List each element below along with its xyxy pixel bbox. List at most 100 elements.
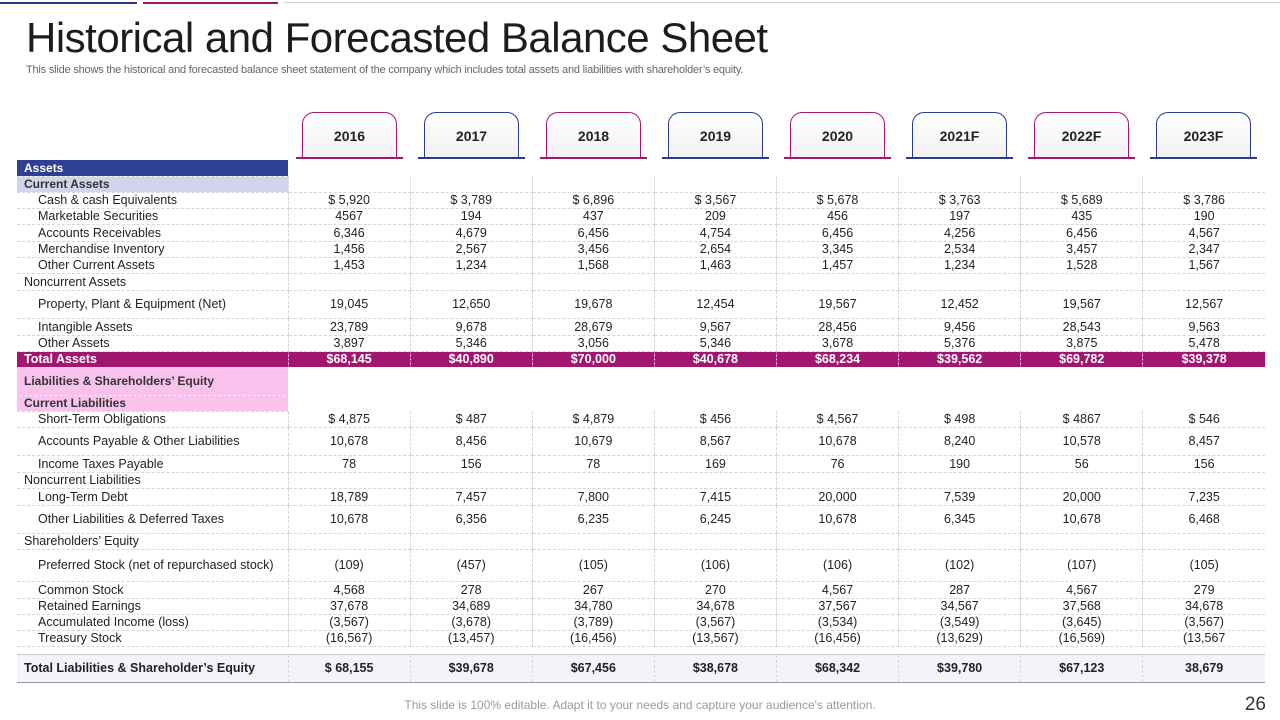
value-cell: (3,645) [1020, 614, 1143, 631]
section-row: Shareholders’ Equity [17, 533, 1265, 550]
year-tab: 2021F [912, 112, 1007, 159]
value-cell: 78 [531, 455, 655, 473]
section-label: Noncurrent Assets [17, 273, 289, 291]
value-cell: (13,457) [409, 630, 533, 647]
value-cell: 23,789 [287, 318, 411, 336]
value-cell: 34,689 [409, 598, 533, 615]
total-liabilities-row: Total Liabilities & Shareholder’s Equity… [17, 654, 1265, 683]
value-cell: 5,376 [898, 335, 1021, 352]
value-cell: 3,678 [775, 335, 899, 352]
value-cell: $69,782 [1020, 351, 1143, 367]
value-cell: 10,678 [287, 427, 411, 456]
value-cell: 6,456 [775, 224, 899, 242]
value-cell: 1,457 [775, 257, 899, 274]
value-cell: $68,342 [775, 654, 899, 683]
value-cell: (16,567) [287, 630, 411, 647]
value-cell: 28,543 [1020, 318, 1143, 336]
value-cell: 10,678 [775, 427, 899, 456]
value-cell: (457) [409, 549, 533, 582]
value-cell: 12,567 [1142, 290, 1265, 319]
table-row: Retained Earnings 37,678 34,689 34,780 34,67… [17, 598, 1265, 615]
value-cell: 34,567 [898, 598, 1021, 615]
table-row: Short-Term Obligations $ 4,875 $ 487 $ 4,87… [17, 411, 1265, 428]
value-cell: (16,456) [531, 630, 655, 647]
value-cell: $ 4,879 [531, 411, 655, 428]
value-cell: 12,452 [898, 290, 1021, 319]
value-cell: 19,567 [1020, 290, 1143, 319]
value-cell: 3,456 [531, 241, 655, 258]
value-cell: 3,875 [1020, 335, 1143, 352]
value-cell: 37,567 [775, 598, 899, 615]
value-cell: $39,780 [898, 654, 1021, 683]
value-cell: $ 6,896 [531, 192, 655, 209]
value-cell: 4,567 [1020, 581, 1143, 599]
value-cell: 5,478 [1142, 335, 1265, 352]
row-label: Accounts Receivables [17, 224, 289, 242]
value-cell: 7,800 [531, 488, 655, 506]
year-underline [662, 157, 769, 159]
accent-line-grey [284, 2, 1280, 3]
section-label: Current Assets [17, 176, 289, 193]
value-cell: 8,457 [1142, 427, 1265, 456]
value-cell: (102) [898, 549, 1021, 582]
spacer-row [17, 646, 1265, 655]
value-cell: 8,567 [653, 427, 777, 456]
value-cell: 270 [653, 581, 777, 599]
row-label: Total Assets [17, 351, 289, 367]
value-cell: 4,679 [409, 224, 533, 242]
value-cell: 156 [1142, 455, 1265, 473]
value-cell: 8,456 [409, 427, 533, 456]
table-row: Other Liabilities & Deferred Taxes 10,678… [17, 505, 1265, 534]
value-cell: $ 3,789 [409, 192, 533, 209]
page-subtitle: This slide shows the historical and fore… [26, 64, 744, 76]
value-cell: 10,578 [1020, 427, 1143, 456]
row-label: Retained Earnings [17, 598, 289, 615]
row-label: Accumulated Income (loss) [17, 614, 289, 631]
year-tab: 2020 [790, 112, 885, 159]
value-cell: (105) [1142, 549, 1265, 582]
year-tab: 2019 [668, 112, 763, 159]
table-row: Merchandise Inventory 1,456 2,567 3,456 2,65… [17, 241, 1265, 258]
value-cell: 2,567 [409, 241, 533, 258]
value-cell: $67,123 [1020, 654, 1143, 683]
value-cell: $39,562 [898, 351, 1021, 367]
value-cell: 7,539 [898, 488, 1021, 506]
row-label: Property, Plant & Equipment (Net) [17, 290, 289, 319]
value-cell: 34,678 [1142, 598, 1265, 615]
value-cell: $ 4,567 [775, 411, 899, 428]
row-label: Long-Term Debt [17, 488, 289, 506]
value-cell: 7,457 [409, 488, 533, 506]
value-cell: 4,567 [1142, 224, 1265, 242]
year-underline [1028, 157, 1135, 159]
row-label: Preferred Stock (net of repurchased stoc… [17, 549, 289, 582]
year-tab: 2017 [424, 112, 519, 159]
table-row: Preferred Stock (net of repurchased stoc… [17, 549, 1265, 582]
value-cell: 1,567 [1142, 257, 1265, 274]
value-cell: $ 5,689 [1020, 192, 1143, 209]
section-row: Noncurrent Assets [17, 273, 1265, 291]
value-cell: (3,534) [775, 614, 899, 631]
value-cell: 20,000 [1020, 488, 1143, 506]
value-cell: $40,890 [409, 351, 533, 367]
value-cell: 197 [898, 208, 1021, 225]
value-cell: (106) [653, 549, 777, 582]
value-cell: 156 [409, 455, 533, 473]
table-row: Accounts Payable & Other Liabilities 10,6… [17, 427, 1265, 456]
value-cell: 19,678 [531, 290, 655, 319]
value-cell: 437 [531, 208, 655, 225]
value-cell: 1,456 [287, 241, 411, 258]
footer-note: This slide is 100% editable. Adapt it to… [404, 698, 876, 712]
table-row: Other Current Assets 1,453 1,234 1,568 1,463… [17, 257, 1265, 274]
row-label: Other Assets [17, 335, 289, 352]
value-cell: 6,245 [653, 505, 777, 534]
value-cell: 19,567 [775, 290, 899, 319]
value-cell: (13,629) [898, 630, 1021, 647]
value-cell: 4567 [287, 208, 411, 225]
page-number: 26 [1244, 694, 1266, 715]
value-cell: $ 546 [1142, 411, 1265, 428]
row-label: Short-Term Obligations [17, 411, 289, 428]
value-cell: 8,240 [898, 427, 1021, 456]
value-cell: $ 4867 [1020, 411, 1143, 428]
row-label: Marketable Securities [17, 208, 289, 225]
row-label: Treasury Stock [17, 630, 289, 647]
